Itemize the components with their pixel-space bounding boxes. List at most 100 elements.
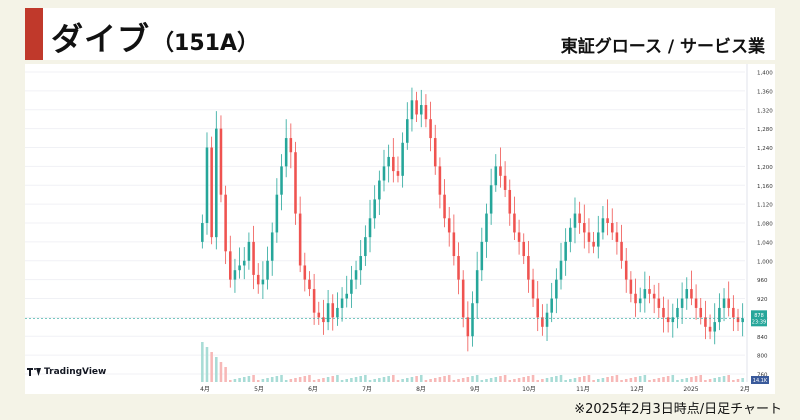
volume-bar xyxy=(671,375,675,382)
volume-bar xyxy=(494,377,498,382)
volume-bar xyxy=(531,375,535,382)
candle-body xyxy=(261,279,265,285)
volume-bar xyxy=(578,377,581,382)
volume-bar xyxy=(443,376,446,382)
candle-body xyxy=(676,307,679,318)
volume-bar xyxy=(541,379,544,382)
candle-body xyxy=(545,312,549,327)
candle-body xyxy=(401,142,404,176)
volume-bar xyxy=(280,375,283,382)
volume-bar xyxy=(438,377,442,382)
volume-bar xyxy=(718,377,721,382)
volume-bar xyxy=(266,378,269,382)
candle-body xyxy=(601,218,605,233)
volume-bar xyxy=(503,375,507,382)
volume-bar xyxy=(447,375,451,382)
volume-bar xyxy=(471,376,474,382)
candle-body xyxy=(326,303,330,323)
volume-bar xyxy=(652,379,656,382)
candle-body xyxy=(550,298,553,313)
candle-body xyxy=(606,218,609,223)
candle-body xyxy=(610,223,614,233)
volume-bar xyxy=(242,377,246,382)
candle-body xyxy=(508,189,512,214)
volume-bar xyxy=(601,378,605,382)
y-tick-label: 1,080 xyxy=(757,222,773,228)
volume-bar xyxy=(331,376,335,382)
candle-body xyxy=(224,194,227,252)
candle-body xyxy=(275,194,279,233)
volume-bar xyxy=(201,342,204,382)
candle-body xyxy=(685,289,689,299)
volume-bar xyxy=(270,377,274,382)
candle-body xyxy=(336,307,339,318)
volume-bar xyxy=(215,357,218,382)
candle-body xyxy=(345,293,349,299)
candle-body xyxy=(662,307,665,318)
volume-bar xyxy=(634,377,637,382)
volume-bar xyxy=(322,378,325,382)
volume-bar xyxy=(727,375,730,382)
volume-bar xyxy=(410,377,414,382)
volume-bar xyxy=(326,377,330,382)
y-tick-label: 760 xyxy=(757,373,768,379)
volume-bar xyxy=(564,380,567,382)
volume-bar xyxy=(238,378,241,382)
volume-bar xyxy=(690,377,693,382)
stock-code: （151A） xyxy=(152,31,259,56)
candle-body xyxy=(517,232,521,242)
candle-body xyxy=(578,213,581,223)
candle-body xyxy=(359,256,362,271)
last-price-badge xyxy=(751,310,767,327)
volume-bar xyxy=(233,379,237,382)
volume-bar xyxy=(475,375,479,382)
volume-bar xyxy=(648,380,651,382)
y-tick-label: 1,280 xyxy=(757,127,773,133)
volume-bar xyxy=(527,376,530,382)
volume-bar xyxy=(629,378,633,382)
candle-body xyxy=(527,256,530,280)
candle-body xyxy=(396,171,400,176)
volume-bar xyxy=(596,379,600,382)
volume-bar xyxy=(345,379,349,382)
candle-body xyxy=(690,289,693,299)
candle-body xyxy=(741,318,744,323)
candle-body xyxy=(480,241,484,271)
x-tick-label: 2月 xyxy=(740,386,750,393)
volume-bar xyxy=(312,380,316,382)
candle-body xyxy=(531,279,535,299)
y-tick-label: 1,400 xyxy=(757,71,773,77)
volume-bar xyxy=(555,376,558,382)
candle-body xyxy=(466,317,470,337)
volume-bar xyxy=(210,352,213,382)
volume-bar xyxy=(219,362,223,382)
volume-bar xyxy=(610,376,614,382)
x-tick-label: 12月 xyxy=(630,386,644,393)
volume-bar xyxy=(606,377,609,382)
volume-bar xyxy=(638,376,642,382)
candle-body xyxy=(671,317,675,323)
volume-bar xyxy=(624,379,628,382)
candle-body xyxy=(289,138,293,153)
candle-body xyxy=(256,274,260,285)
volume-bar xyxy=(415,376,418,382)
candle-body xyxy=(373,199,376,219)
volume-bar xyxy=(424,380,428,382)
candle-body xyxy=(629,279,633,294)
candle-body xyxy=(638,298,642,304)
volume-bar xyxy=(457,379,460,382)
y-tick-label: 1,160 xyxy=(757,184,773,190)
candle-body xyxy=(620,241,623,261)
candle-body xyxy=(643,289,647,299)
volume-bar xyxy=(587,375,591,382)
last-price-value: 878 xyxy=(754,313,764,319)
candle-body xyxy=(494,166,498,186)
y-tick-label: 1,320 xyxy=(757,108,773,114)
candle-body xyxy=(368,218,372,238)
volume-bar xyxy=(392,375,395,382)
candle-body xyxy=(201,223,204,242)
candle-body xyxy=(713,322,717,332)
tradingview-text: TradingView xyxy=(44,367,107,377)
header: ダイブ（151A） 東証グロース / サービス業 xyxy=(25,8,775,60)
candle-body xyxy=(215,128,218,238)
